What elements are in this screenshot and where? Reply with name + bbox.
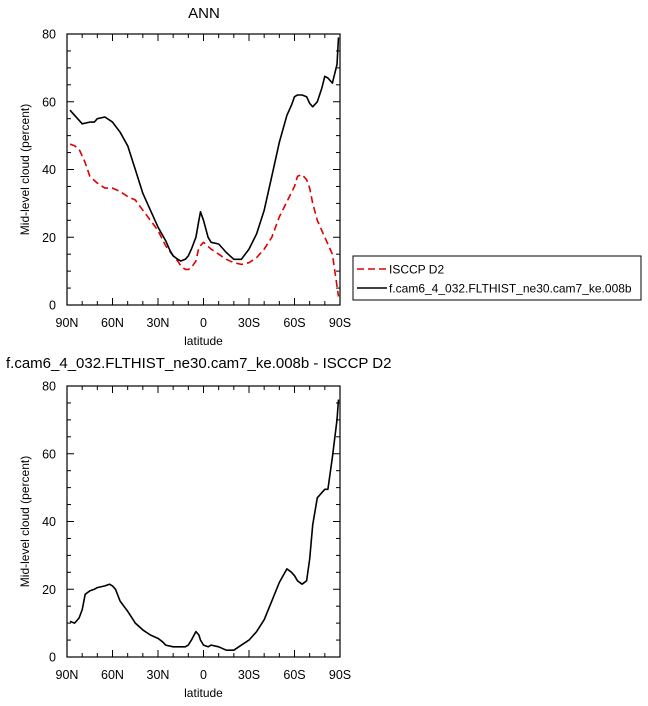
y-axis-label: Mid-level cloud (percent) [18,456,32,587]
x-tick-label: 90S [329,668,351,682]
y-tick-label: 60 [42,95,56,109]
series-line-1 [69,143,340,297]
plot-frame [66,385,341,658]
chart-title: ANN [188,5,220,22]
x-tick-label: 30S [238,668,260,682]
x-tick-label: 0 [200,316,207,330]
y-tick-label: 80 [42,380,56,394]
y-tick-label: 60 [42,447,56,461]
chart-title: f.cam6_4_032.FLTHIST_ne30.cam7_ke.008b -… [6,355,391,372]
y-tick-label: 80 [42,28,56,42]
legend-box [352,255,642,301]
x-tick-label: 60S [283,316,305,330]
x-axis-label: latitude [184,686,223,700]
x-tick-label: 90N [56,668,79,682]
plot-frame [66,33,341,306]
chart-panel-2: f.cam6_4_032.FLTHIST_ne30.cam7_ke.008b -… [6,355,391,700]
x-tick-label: 30S [238,316,260,330]
chart-panel-1: ANN 90N 60N 30N 0 30S 60S 90S 0 20 40 60 80 latitude M… [18,5,642,348]
y-tick-label: 40 [42,515,56,529]
y-tick-label: 0 [49,299,56,313]
y-tick-label: 20 [42,583,56,597]
x-tick-label: 60S [283,668,305,682]
x-tick-label: 90S [329,316,351,330]
x-tick-label: 90N [56,316,79,330]
x-tick-label: 30N [147,668,170,682]
series-line-2 [69,37,340,262]
x-axis-label: latitude [184,334,223,348]
x-tick-label: 30N [147,316,170,330]
y-tick-label: 0 [49,651,56,665]
series-line-1 [69,399,340,652]
y-tick-label: 20 [42,231,56,245]
y-tick-label: 40 [42,163,56,177]
legend: ISCCP D2 f.cam6_4_032.FLTHIST_ne30.cam7_k… [352,255,642,301]
x-tick-label: 60N [101,316,124,330]
legend-label-2: f.cam6_4_032.FLTHIST_ne30.cam7_ke.008b [389,282,632,296]
x-tick-label: 0 [200,668,207,682]
x-tick-label: 60N [101,668,124,682]
y-axis-label: Mid-level cloud (percent) [18,104,32,235]
legend-label-1: ISCCP D2 [389,263,444,277]
